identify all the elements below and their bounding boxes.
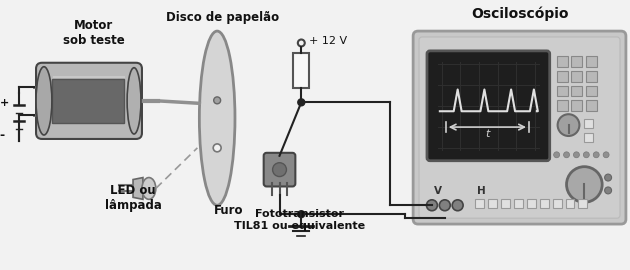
Bar — [571, 56, 582, 67]
Text: Disco de papelão: Disco de papelão — [166, 11, 278, 24]
Text: Fototransistor
TIL81 ou equivalente: Fototransistor TIL81 ou equivalente — [234, 209, 365, 231]
Text: +: + — [0, 98, 9, 108]
Bar — [501, 199, 510, 208]
Polygon shape — [133, 178, 143, 199]
Bar — [587, 71, 597, 82]
FancyBboxPatch shape — [427, 51, 550, 161]
Ellipse shape — [199, 31, 235, 205]
Circle shape — [439, 200, 450, 211]
FancyBboxPatch shape — [36, 63, 142, 139]
Bar — [557, 56, 568, 67]
Circle shape — [564, 152, 570, 158]
Text: V: V — [434, 186, 442, 196]
Circle shape — [593, 152, 599, 158]
Bar — [585, 133, 593, 142]
Text: Motor
sob teste: Motor sob teste — [63, 19, 125, 47]
Circle shape — [558, 114, 580, 136]
FancyBboxPatch shape — [264, 153, 295, 187]
Circle shape — [273, 163, 287, 177]
Bar — [587, 100, 597, 111]
Bar — [52, 79, 124, 123]
Circle shape — [452, 200, 463, 211]
Bar — [294, 53, 309, 89]
Circle shape — [605, 187, 612, 194]
Circle shape — [603, 152, 609, 158]
Bar — [578, 199, 587, 208]
Circle shape — [298, 211, 305, 218]
Bar — [540, 199, 549, 208]
Ellipse shape — [127, 68, 141, 134]
Circle shape — [605, 174, 612, 181]
FancyBboxPatch shape — [419, 37, 620, 218]
Bar — [571, 71, 582, 82]
Text: LED ou
lâmpada: LED ou lâmpada — [105, 184, 161, 212]
Bar — [571, 86, 582, 96]
Bar — [527, 199, 536, 208]
Text: + 12 V: + 12 V — [309, 36, 347, 46]
Bar — [571, 100, 582, 111]
Bar — [476, 199, 484, 208]
Circle shape — [298, 99, 305, 106]
Circle shape — [573, 152, 580, 158]
Text: t: t — [485, 129, 490, 139]
Bar — [566, 199, 575, 208]
Ellipse shape — [142, 178, 156, 199]
Circle shape — [213, 144, 221, 152]
Bar — [587, 86, 597, 96]
Bar — [557, 100, 568, 111]
Text: Furo: Furo — [214, 204, 244, 217]
FancyBboxPatch shape — [413, 31, 626, 224]
Circle shape — [583, 152, 589, 158]
Text: -: - — [0, 129, 4, 141]
Bar — [557, 86, 568, 96]
Text: Osciloscópio: Osciloscópio — [471, 7, 568, 21]
Circle shape — [214, 97, 220, 104]
Circle shape — [566, 167, 602, 202]
Bar — [514, 199, 523, 208]
Bar — [557, 71, 568, 82]
Bar — [553, 199, 561, 208]
Bar — [585, 119, 593, 128]
Bar — [587, 56, 597, 67]
Circle shape — [298, 39, 305, 46]
Circle shape — [427, 200, 437, 211]
Circle shape — [554, 152, 559, 158]
Bar — [488, 199, 497, 208]
Ellipse shape — [36, 67, 52, 135]
Text: H: H — [478, 186, 486, 196]
